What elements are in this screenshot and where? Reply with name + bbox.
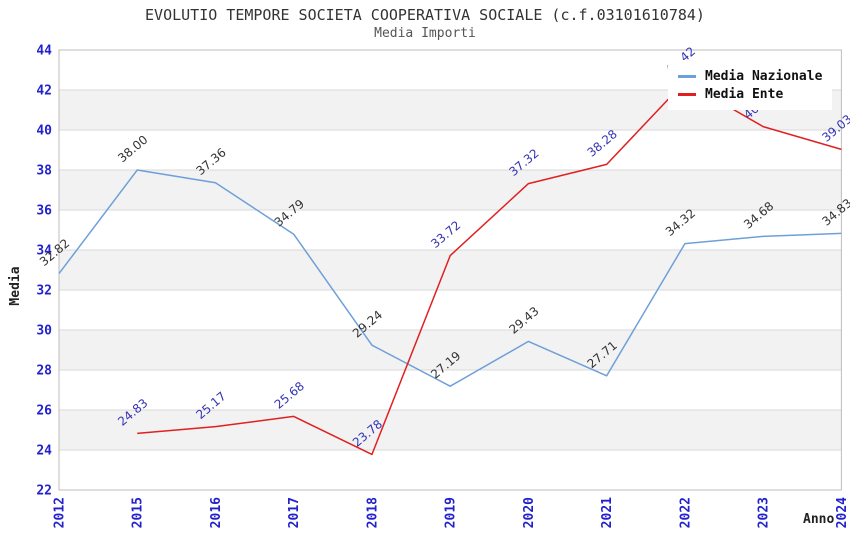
y-tick-label: 22 [36,484,52,499]
legend-label: Media Ente [705,86,784,102]
grid-band [59,130,842,170]
grid-band [59,410,842,450]
grid-band [59,450,842,490]
x-tick-label: 2019 [444,497,459,528]
y-tick-label: 36 [36,204,52,219]
x-tick-label: 2018 [365,497,380,528]
legend: Media Nazionale Media Ente [668,60,833,110]
x-tick-label: 2016 [209,497,224,528]
y-tick-label: 24 [36,444,52,459]
y-tick-label: 44 [36,44,52,59]
chart-subtitle: Media Importi [374,26,476,41]
y-tick-label: 34 [36,244,52,259]
legend-item-media-nazionale: Media Nazionale [678,67,822,85]
grid-band [59,290,842,330]
x-tick-label: 2020 [522,497,537,528]
y-tick-label: 26 [36,404,52,419]
legend-swatch-blue-line-icon [678,74,696,78]
grid-band [59,210,842,250]
grid-band [59,330,842,370]
grid-band [59,370,842,410]
x-axis-label: Anno [803,512,835,527]
plot-border [58,49,842,491]
legend-label: Media Nazionale [705,68,823,84]
legend-swatch-red-line-icon [678,92,696,96]
y-tick-label: 30 [36,324,52,339]
y-tick-label: 40 [36,124,52,139]
x-tick-label: 2015 [131,497,146,528]
x-tick-label: 2012 [53,497,68,528]
y-axis-label: Media [8,266,23,306]
x-tick-label: 2022 [678,497,693,528]
x-tick-label: 2023 [757,497,772,528]
y-tick-label: 38 [36,164,52,179]
grid-band [59,170,842,210]
y-tick-label: 42 [36,84,52,99]
x-tick-label: 2017 [287,497,302,528]
chart-title: EVOLUTIO TEMPORE SOCIETA COOPERATIVA SOC… [145,6,705,24]
y-tick-label: 28 [36,364,52,379]
series-line-media-nazionale [58,169,842,387]
x-tick-label: 2021 [600,497,615,528]
legend-item-media-ente: Media Ente [678,85,822,103]
x-tick-label: 2024 [835,497,850,528]
y-tick-label: 32 [36,284,52,299]
